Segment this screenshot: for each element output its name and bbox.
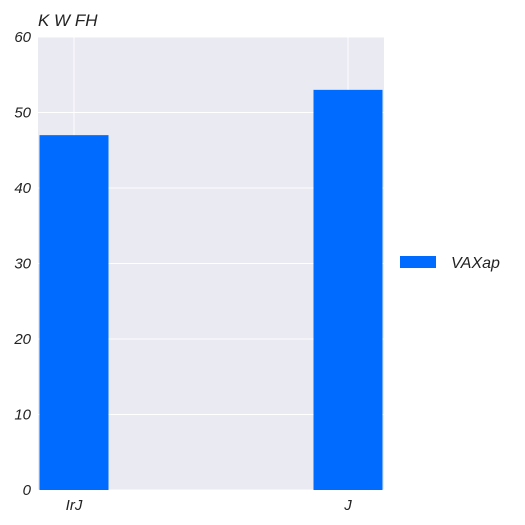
bar-IrJ: [39, 135, 109, 490]
x-axis-ticks: IrJ J: [66, 497, 353, 514]
y-tick-label: 40: [14, 180, 31, 197]
bars: [39, 89, 383, 490]
y-tick-label: 10: [14, 407, 31, 424]
y-axis-ticks: 0 10 20 30 40 50 60: [13, 29, 31, 499]
legend-swatch: [400, 256, 436, 268]
x-tick-label: J: [343, 497, 352, 514]
legend-label: VAXap: [451, 255, 500, 272]
y-tick-label: 50: [14, 105, 31, 122]
bar-J: [313, 89, 383, 490]
y-tick-label: 20: [13, 331, 31, 348]
legend: VAXap: [400, 255, 500, 272]
chart-title: K W FH: [38, 11, 98, 30]
y-tick-label: 60: [14, 29, 31, 46]
y-tick-label: 30: [14, 256, 31, 273]
y-tick-label: 0: [23, 482, 32, 499]
x-tick-label: IrJ: [66, 497, 83, 514]
